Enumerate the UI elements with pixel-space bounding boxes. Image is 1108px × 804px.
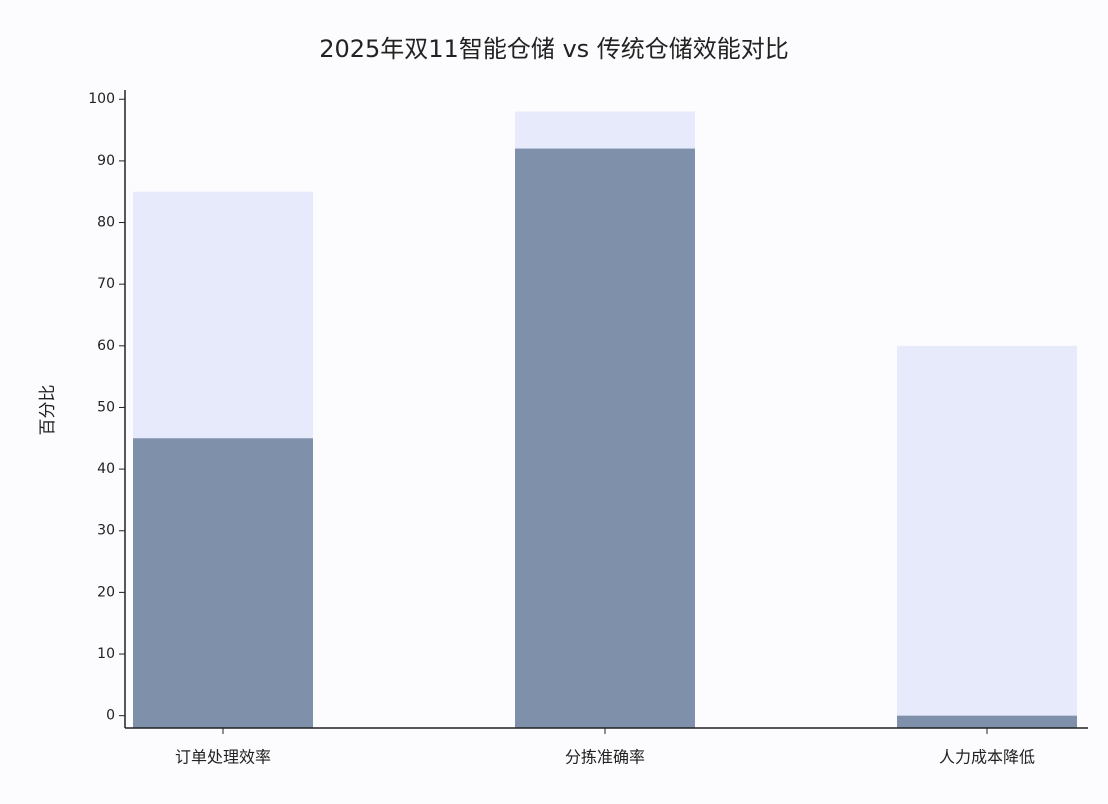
y-tick-label: 80: [97, 215, 115, 231]
y-tick-label: 10: [97, 646, 115, 662]
y-tick-label: 40: [97, 461, 115, 477]
bar: [897, 715, 1077, 728]
y-axis-label: 百分比: [38, 385, 58, 436]
chart-title: 2025年双11智能仓储 vs 传统仓储效能对比: [319, 35, 789, 63]
y-tick-label: 100: [88, 91, 115, 107]
bar: [897, 345, 1077, 728]
y-tick-label: 50: [97, 399, 115, 415]
x-tick-label: 订单处理效率: [175, 748, 271, 767]
y-tick-label: 0: [106, 708, 115, 724]
y-tick-label: 70: [97, 276, 115, 292]
bar: [515, 148, 695, 729]
x-tick-label: 人力成本降低: [939, 748, 1035, 767]
bar: [133, 438, 313, 728]
y-tick-label: 30: [97, 523, 115, 539]
x-tick-label: 分拣准确率: [565, 748, 645, 767]
y-tick-label: 20: [97, 584, 115, 600]
y-tick-label: 60: [97, 338, 115, 354]
y-tick-label: 90: [97, 153, 115, 169]
